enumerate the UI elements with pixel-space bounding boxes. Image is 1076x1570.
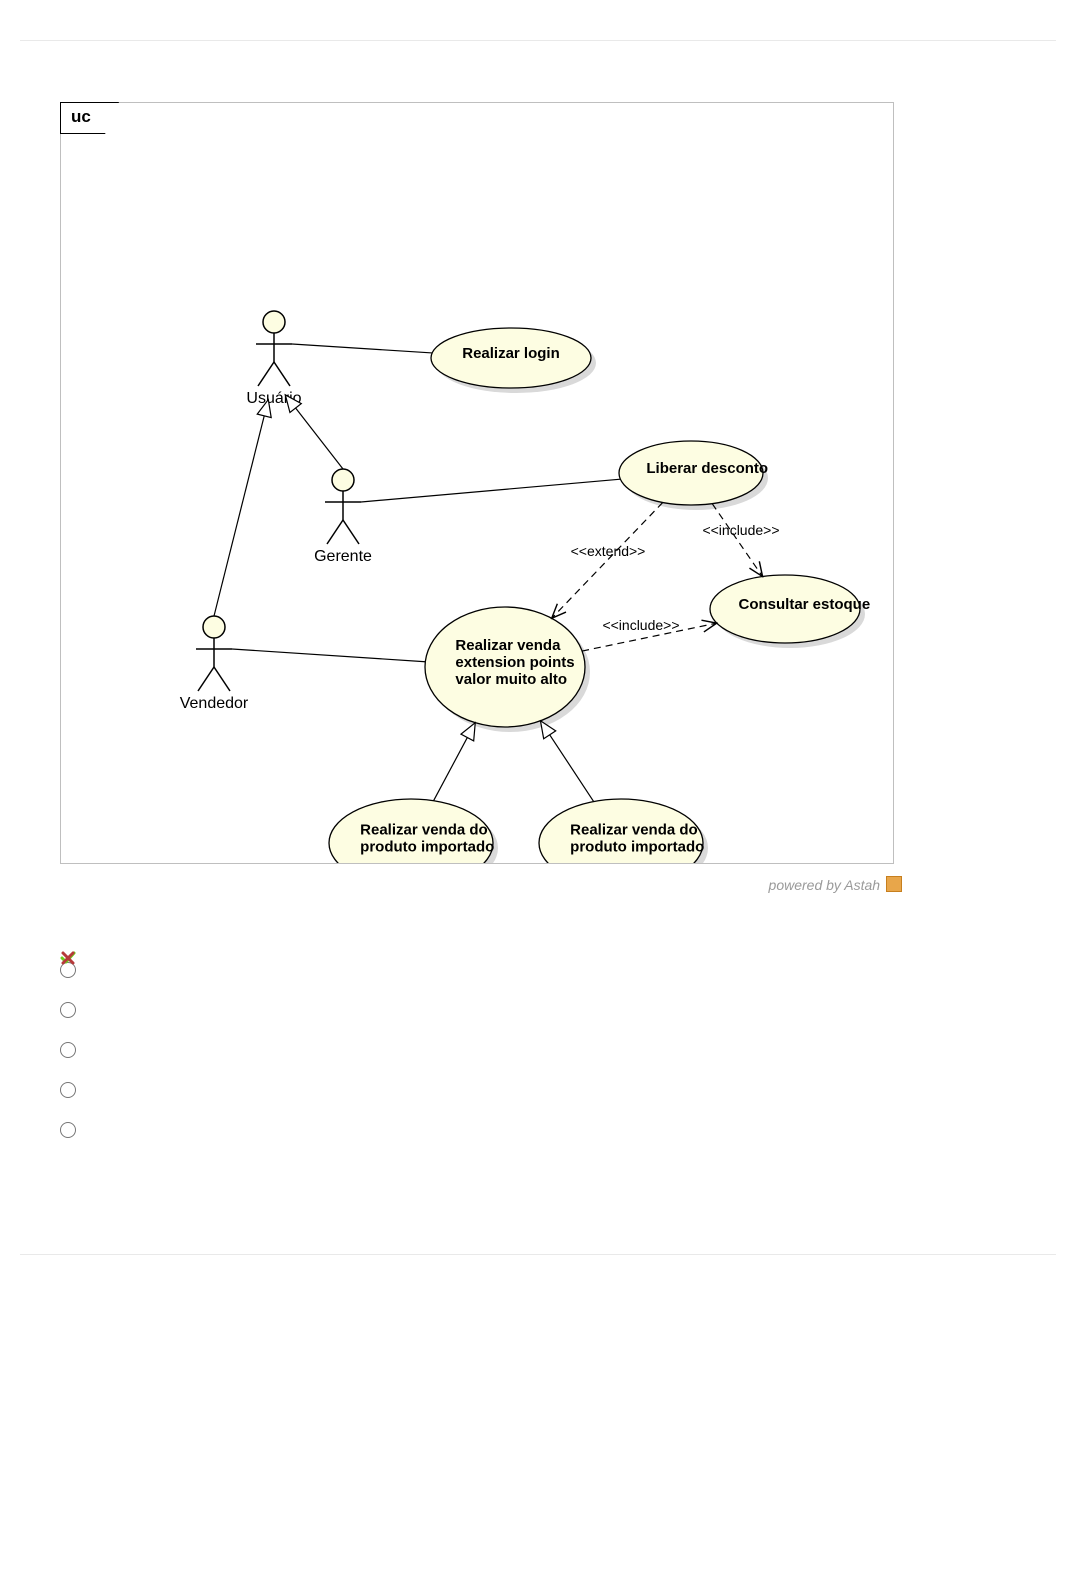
usecase-desconto: Liberar desconto — [619, 441, 768, 510]
answer-row — [60, 950, 760, 990]
answer-radio[interactable] — [60, 1002, 76, 1018]
watermark: powered by Astah — [769, 876, 902, 893]
answer-list — [60, 950, 760, 1150]
answer-row — [60, 1070, 760, 1110]
astah-icon — [886, 876, 902, 892]
svg-text:Liberar desconto: Liberar desconto — [646, 460, 768, 477]
svg-text:<<include>>: <<include>> — [602, 617, 679, 633]
answer-radio[interactable] — [60, 1042, 76, 1058]
svg-text:Consultar estoque: Consultar estoque — [739, 596, 871, 613]
actor-vendedor — [196, 616, 232, 691]
extend-edge — [552, 502, 663, 618]
generalization-edge — [540, 721, 593, 802]
include-edge — [712, 504, 762, 577]
usecase-diagram: UsuárioGerenteVendedorRealizar loginLibe… — [61, 103, 893, 863]
actor-gerente — [325, 469, 361, 544]
usecase-imp1: Realizar venda doproduto importado — [329, 799, 498, 863]
usecase-consultar: Consultar estoque — [710, 575, 870, 648]
svg-text:Realizar venda doproduto impor: Realizar venda doproduto importado — [360, 822, 494, 856]
watermark-text: powered by Astah — [769, 877, 881, 893]
svg-text:Realizar venda doproduto impor: Realizar venda doproduto importado — [570, 822, 704, 856]
generalization-edge — [214, 400, 268, 616]
svg-text:<<include>>: <<include>> — [702, 522, 779, 538]
diagram-frame: uc UsuárioGerenteVendedorRealizar loginL… — [60, 102, 894, 864]
svg-text:<<extend>>: <<extend>> — [571, 543, 646, 559]
answer-row — [60, 990, 760, 1030]
answer-radio[interactable] — [60, 1122, 76, 1138]
svg-text:Vendedor: Vendedor — [180, 695, 249, 712]
svg-text:Gerente: Gerente — [314, 548, 372, 565]
svg-text:Realizar login: Realizar login — [462, 345, 560, 362]
actor-usuario — [256, 311, 292, 386]
assoc-edge — [361, 479, 620, 502]
divider-top — [20, 40, 1056, 41]
usecase-imp2: Realizar venda doproduto importado — [539, 799, 708, 863]
usecase-venda: Realizar vendaextension pointsvalor muit… — [425, 607, 590, 732]
generalization-edge — [434, 723, 476, 801]
svg-text:Realizar vendaextension points: Realizar vendaextension pointsvalor muit… — [455, 637, 574, 688]
page: uc UsuárioGerenteVendedorRealizar loginL… — [0, 0, 1076, 1570]
answer-row — [60, 1110, 760, 1150]
generalization-edge — [285, 395, 343, 469]
assoc-edge — [292, 344, 432, 353]
assoc-edge — [232, 649, 425, 662]
divider-bottom — [20, 1254, 1056, 1255]
answer-row — [60, 1030, 760, 1070]
usecase-login: Realizar login — [431, 328, 596, 393]
answer-radio[interactable] — [60, 1082, 76, 1098]
